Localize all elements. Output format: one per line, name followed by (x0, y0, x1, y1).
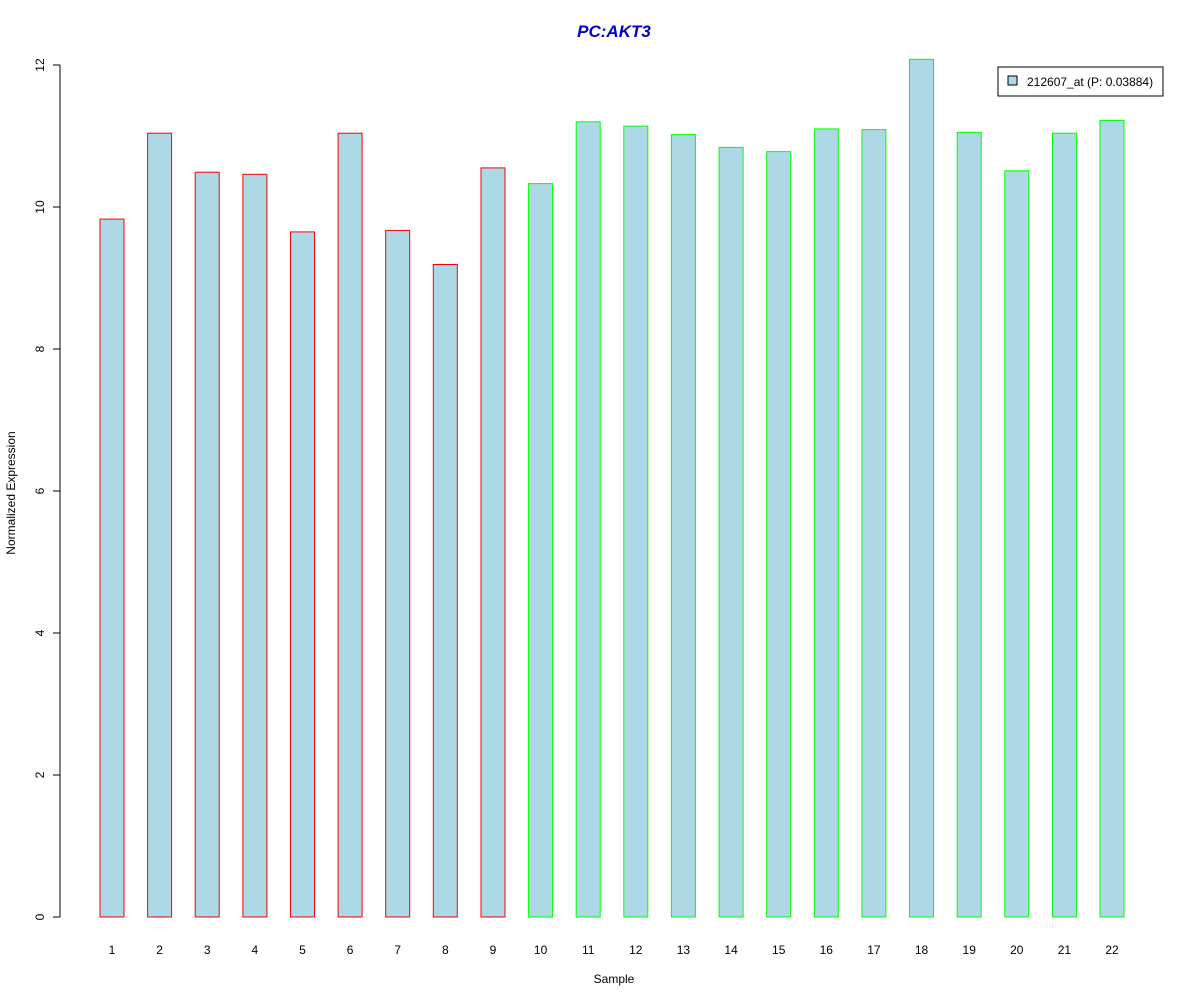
bar-sample-6 (337, 132, 363, 918)
bar-sample-16 (813, 128, 839, 918)
x-tick-label: 14 (724, 943, 738, 957)
x-tick-label: 10 (534, 943, 548, 957)
x-tick-label: 5 (299, 943, 306, 957)
x-tick-label: 6 (347, 943, 354, 957)
bar-sample-3 (194, 171, 220, 918)
y-tick-label: 2 (33, 771, 47, 778)
bar-sample-9 (480, 167, 506, 918)
bar-sample-15 (766, 151, 792, 918)
bar-sample-19 (956, 131, 982, 918)
y-axis: 0 2 4 6 8 10 12 (33, 58, 61, 920)
bar-sample-12 (623, 125, 649, 918)
legend-box (997, 66, 1164, 97)
bar-sample-18 (909, 58, 934, 918)
bar-sample-5 (290, 231, 315, 918)
x-tick-label: 20 (1010, 943, 1024, 957)
y-tick-label: 10 (33, 200, 47, 214)
y-tick-label: 4 (33, 629, 47, 636)
bar-sample-1 (99, 218, 125, 918)
bar-sample-7 (385, 229, 411, 918)
x-tick-label: 15 (772, 943, 786, 957)
bar-sample-14 (718, 146, 744, 918)
bar-sample-17 (861, 129, 887, 918)
y-tick-label: 6 (33, 487, 47, 494)
x-tick-label: 1 (109, 943, 116, 957)
y-tick-label: 12 (33, 58, 47, 72)
y-axis-label: Normalized Expression (4, 431, 18, 554)
legend-swatch (1007, 75, 1018, 86)
bar-sample-21 (1051, 132, 1077, 918)
x-tick-label: 22 (1105, 943, 1119, 957)
bar-sample-4 (242, 173, 268, 918)
x-tick-labels: 1 2 3 4 5 6 7 8 9 10 11 12 13 14 15 16 17 18 19 20 21 22 (109, 943, 1119, 957)
x-tick-label: 12 (629, 943, 643, 957)
x-tick-label: 13 (677, 943, 691, 957)
bar-sample-13 (670, 134, 696, 918)
bar-sample-11 (575, 121, 601, 918)
x-tick-label: 11 (582, 943, 595, 957)
bar-sample-20 (1004, 170, 1030, 918)
x-tick-label: 17 (867, 943, 881, 957)
bar-sample-8 (432, 264, 458, 918)
legend-label: 212607_at (P: 0.03884) (1027, 75, 1153, 89)
x-tick-label: 16 (820, 943, 834, 957)
bar-sample-2 (147, 132, 173, 918)
legend: 212607_at (P: 0.03884) (997, 66, 1164, 97)
y-tick-label: 8 (33, 345, 47, 352)
x-axis-label: Sample (594, 972, 635, 986)
x-tick-label: 4 (252, 943, 259, 957)
x-tick-label: 9 (490, 943, 497, 957)
x-tick-label: 19 (963, 943, 977, 957)
x-tick-label: 7 (394, 943, 401, 957)
x-tick-label: 18 (915, 943, 929, 957)
x-tick-label: 2 (156, 943, 163, 957)
x-tick-label: 8 (442, 943, 449, 957)
bar-sample-10 (528, 183, 554, 918)
chart-title: PC:AKT3 (577, 22, 651, 41)
x-tick-label: 21 (1058, 943, 1072, 957)
x-tick-label: 3 (204, 943, 211, 957)
bar-sample-22 (1099, 119, 1125, 918)
y-tick-label: 0 (33, 913, 47, 920)
bars (99, 58, 1125, 918)
